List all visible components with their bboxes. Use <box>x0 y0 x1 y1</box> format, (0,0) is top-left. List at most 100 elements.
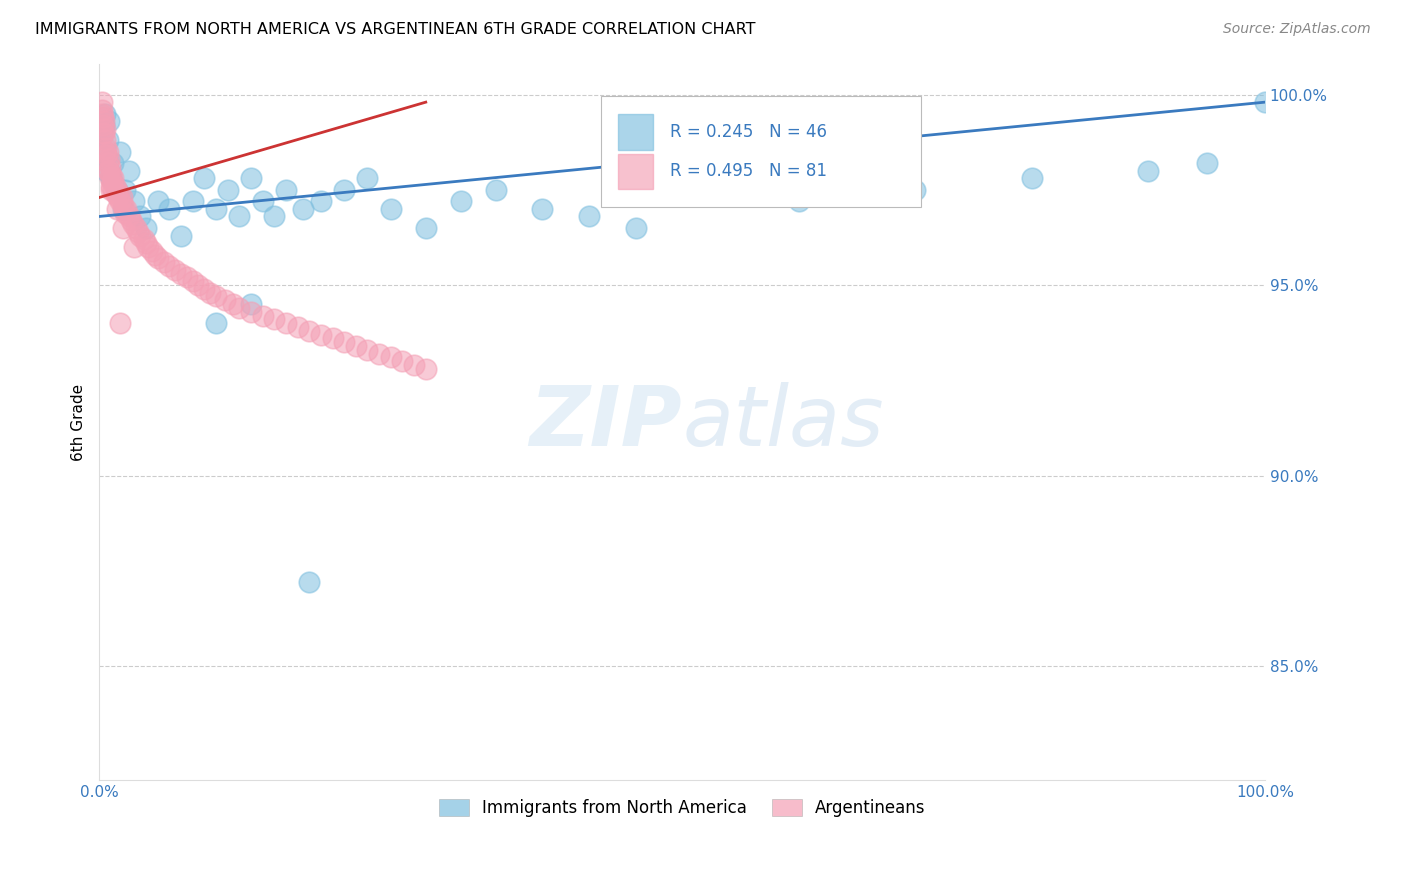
Point <box>105 183 128 197</box>
Point <box>333 335 356 350</box>
Point <box>298 324 321 338</box>
Point <box>239 297 262 311</box>
Point <box>100 178 122 193</box>
Point <box>356 343 378 357</box>
Point <box>309 194 332 209</box>
Point <box>404 358 426 372</box>
Point <box>101 175 124 189</box>
Point <box>90 126 112 140</box>
Point <box>91 145 114 159</box>
Point <box>152 255 174 269</box>
Point <box>145 247 167 261</box>
Point <box>252 194 274 209</box>
Point <box>127 225 149 239</box>
Point <box>181 274 204 288</box>
Point <box>181 194 204 209</box>
Point <box>115 202 138 216</box>
Point <box>157 202 180 216</box>
Point <box>170 267 193 281</box>
FancyBboxPatch shape <box>619 153 652 189</box>
Point <box>146 194 169 209</box>
Point <box>120 213 142 227</box>
Text: R = 0.245   N = 46: R = 0.245 N = 46 <box>671 123 828 141</box>
Point <box>415 362 437 376</box>
Point <box>93 126 115 140</box>
Point <box>100 183 122 197</box>
Point <box>146 252 169 266</box>
Point <box>193 171 215 186</box>
Point <box>205 289 228 303</box>
Point <box>239 171 262 186</box>
Point <box>107 190 129 204</box>
Point <box>391 354 413 368</box>
Point <box>205 202 228 216</box>
Point <box>450 194 472 209</box>
Point <box>98 160 121 174</box>
Point <box>96 141 118 155</box>
Point <box>91 126 114 140</box>
Point <box>104 186 127 201</box>
Point <box>110 194 132 209</box>
Point <box>108 186 131 201</box>
Point <box>214 293 236 308</box>
Point <box>531 202 554 216</box>
Point <box>222 297 245 311</box>
Point <box>141 244 163 258</box>
Point <box>97 153 120 167</box>
Point <box>138 240 160 254</box>
Point <box>309 327 332 342</box>
Point <box>485 183 508 197</box>
Point <box>380 351 402 365</box>
Point <box>91 118 114 132</box>
FancyBboxPatch shape <box>600 96 921 207</box>
Point <box>90 103 112 117</box>
Point <box>124 240 146 254</box>
Point <box>111 220 134 235</box>
Point <box>91 111 114 125</box>
Point <box>111 198 134 212</box>
Point <box>205 316 228 330</box>
Point <box>193 282 215 296</box>
Point <box>187 278 209 293</box>
Point <box>135 220 157 235</box>
Point <box>624 220 647 235</box>
Point <box>96 148 118 162</box>
Point <box>96 163 118 178</box>
Point <box>97 133 120 147</box>
Point <box>904 183 927 197</box>
Point <box>1137 163 1160 178</box>
Point <box>157 259 180 273</box>
Point <box>110 316 132 330</box>
Point <box>124 194 146 209</box>
Point <box>124 220 146 235</box>
Point <box>228 301 250 315</box>
Point <box>103 183 125 197</box>
Point <box>263 312 285 326</box>
Point <box>98 171 121 186</box>
Point <box>415 220 437 235</box>
Point <box>287 320 309 334</box>
Text: IMMIGRANTS FROM NORTH AMERICA VS ARGENTINEAN 6TH GRADE CORRELATION CHART: IMMIGRANTS FROM NORTH AMERICA VS ARGENTI… <box>35 22 755 37</box>
Point <box>368 346 391 360</box>
Point <box>122 217 145 231</box>
Point <box>90 95 112 110</box>
Point <box>97 163 120 178</box>
Point <box>252 309 274 323</box>
Point <box>97 145 120 159</box>
Point <box>93 114 115 128</box>
Point <box>274 316 297 330</box>
Point <box>110 145 132 159</box>
Point <box>100 168 122 182</box>
Point <box>380 202 402 216</box>
Point <box>94 121 117 136</box>
Point <box>97 163 120 178</box>
Point <box>239 304 262 318</box>
Text: atlas: atlas <box>682 382 884 463</box>
Point <box>97 156 120 170</box>
Point <box>129 228 152 243</box>
Point <box>165 262 187 277</box>
Point <box>292 202 315 216</box>
Point <box>103 156 125 170</box>
Point <box>198 285 221 300</box>
Point <box>117 163 139 178</box>
